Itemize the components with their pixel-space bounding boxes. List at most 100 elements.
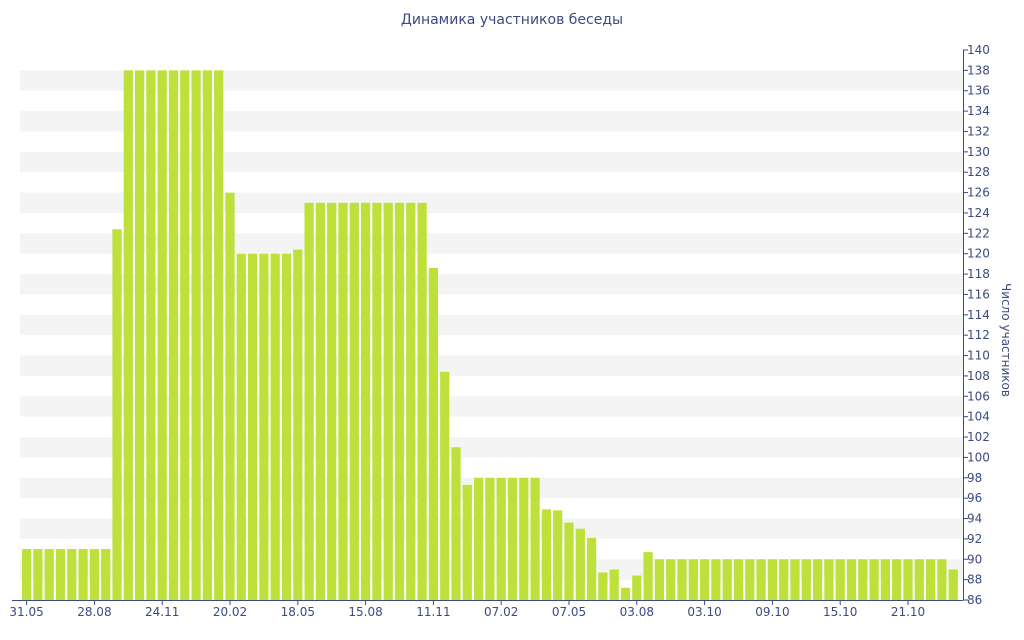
bar: [259, 253, 269, 600]
x-tick-label: 11.11: [416, 605, 450, 619]
bar: [632, 575, 642, 600]
y-tick-label: 86: [967, 593, 982, 607]
bar: [711, 559, 721, 600]
bar: [146, 70, 156, 601]
bar: [824, 559, 834, 600]
bar: [880, 559, 890, 600]
bar: [315, 202, 325, 600]
bar: [67, 549, 77, 600]
bar: [462, 484, 472, 600]
bar: [892, 559, 902, 600]
bar: [564, 522, 574, 600]
bar: [248, 253, 258, 600]
x-tick-label: 03.08: [620, 605, 654, 619]
grid-band: [20, 192, 963, 213]
bar: [530, 477, 540, 600]
bar: [394, 202, 405, 600]
y-axis-title: Число участников: [999, 283, 1013, 397]
bar: [55, 549, 66, 600]
x-tick-label: 28.08: [77, 605, 111, 619]
bar: [123, 70, 133, 601]
bar: [157, 70, 167, 601]
bar: [270, 253, 280, 600]
bar: [293, 249, 303, 600]
bar: [790, 559, 800, 600]
bar: [643, 552, 653, 600]
bar: [677, 559, 687, 600]
bar: [474, 477, 484, 600]
bar: [417, 202, 427, 600]
y-tick-label: 110: [967, 349, 990, 363]
y-tick-label: 108: [967, 369, 990, 383]
bar: [553, 510, 563, 600]
y-tick-label: 118: [967, 267, 990, 281]
bar: [541, 509, 551, 600]
y-tick-label: 112: [967, 328, 990, 342]
bar: [688, 559, 698, 600]
bar: [214, 70, 224, 601]
bar: [180, 70, 190, 601]
bar: [281, 253, 292, 600]
bar: [485, 477, 495, 600]
bar: [609, 569, 619, 600]
bar: [327, 202, 337, 600]
chart-title: Динамика участников беседы: [400, 12, 624, 28]
grid-band: [20, 151, 963, 173]
bar: [338, 202, 348, 600]
bar: [519, 477, 529, 600]
bar: [22, 549, 32, 600]
y-tick-label: 106: [967, 389, 990, 403]
y-tick-label: 92: [967, 532, 982, 546]
bar: [948, 569, 958, 600]
bar: [236, 253, 246, 600]
bar: [406, 202, 416, 600]
bar: [135, 70, 145, 601]
bar: [914, 559, 924, 600]
bar: [779, 559, 789, 600]
y-tick-label: 124: [967, 206, 990, 220]
y-tick-label: 132: [967, 124, 990, 138]
bar: [813, 559, 823, 600]
bar: [225, 192, 235, 600]
y-tick-label: 126: [967, 186, 990, 200]
bar: [202, 70, 212, 601]
bar: [507, 477, 518, 600]
bar: [835, 559, 845, 600]
x-tick-label: 21.10: [891, 605, 925, 619]
y-tick-label: 96: [967, 491, 982, 505]
bar: [191, 70, 201, 601]
bar: [745, 559, 755, 600]
bar: [349, 202, 359, 600]
bar: [78, 549, 88, 600]
x-tick-label: 31.05: [9, 605, 43, 619]
x-tick-label: 07.05: [552, 605, 586, 619]
bar: [383, 202, 393, 600]
y-tick-label: 128: [967, 165, 990, 179]
axes-group: 86 88 90 92 94 96 98 100 102 104 106 108 110 112 114 11…: [9, 43, 989, 619]
grid-band: [20, 70, 963, 91]
bar: [575, 528, 585, 600]
y-tick-label: 100: [967, 450, 990, 464]
bar: [937, 559, 947, 600]
y-tick-label: 134: [967, 104, 990, 118]
bar: [869, 559, 879, 600]
bar: [451, 447, 461, 600]
bar: [33, 549, 43, 600]
x-tick-label: 18.05: [281, 605, 315, 619]
y-tick-label: 130: [967, 145, 990, 159]
bar: [598, 572, 608, 600]
grid-band: [20, 111, 963, 132]
bar: [654, 559, 664, 600]
bar: [666, 559, 676, 600]
bar: [587, 537, 597, 600]
bar: [700, 559, 710, 600]
bar: [858, 559, 868, 600]
bar: [112, 229, 122, 600]
bar: [801, 559, 811, 600]
bar: [304, 202, 314, 600]
y-tick-label: 104: [967, 410, 990, 424]
y-tick-label: 90: [967, 552, 982, 566]
bar: [372, 202, 382, 600]
